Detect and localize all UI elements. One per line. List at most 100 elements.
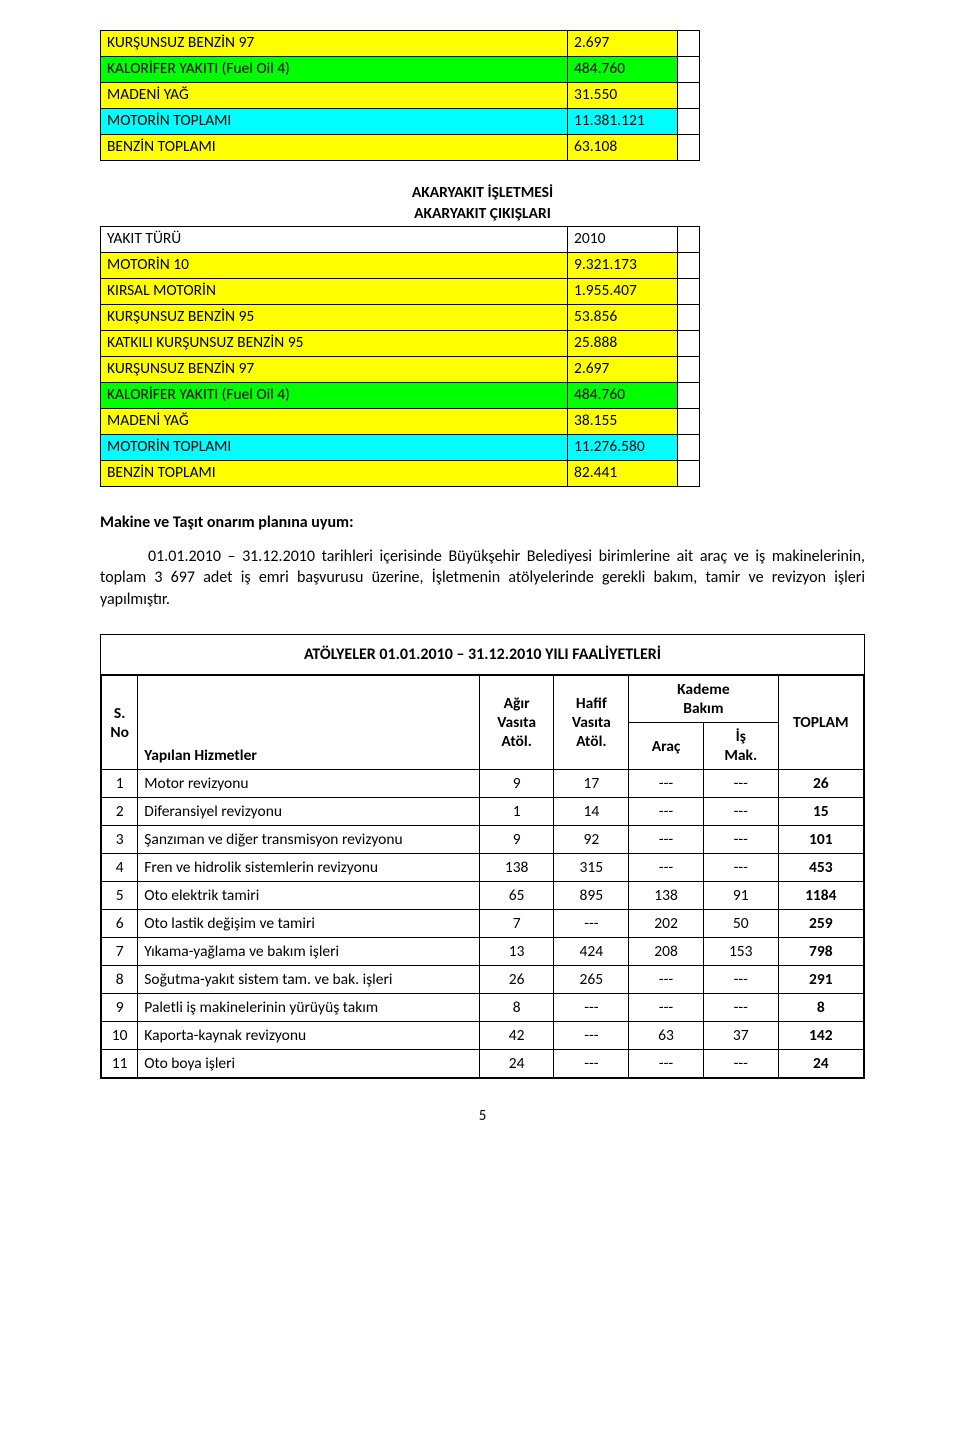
fuel-row: MADENİ YAĞ31.550: [101, 82, 700, 108]
cell-value: 10: [102, 1022, 138, 1050]
fuel-row: BENZİN TOPLAMI63.108: [101, 134, 700, 160]
fuel-value: 53.856: [568, 305, 678, 331]
cell-value: ---: [629, 854, 704, 882]
fuel-value: 9.321.173: [568, 253, 678, 279]
cell-value: 8: [778, 994, 863, 1022]
fuel-spacer: [678, 408, 700, 434]
service-name: Oto elektrik tamiri: [138, 882, 480, 910]
cell-value: 7: [102, 938, 138, 966]
cell-value: ---: [703, 966, 778, 994]
cell-value: 8: [479, 994, 554, 1022]
cell-value: 138: [629, 882, 704, 910]
cell-value: 14: [554, 798, 629, 826]
cell-value: 91: [703, 882, 778, 910]
workshop-row: 7Yıkama-yağlama ve bakım işleri134242081…: [102, 938, 864, 966]
fuel-spacer: [678, 331, 700, 357]
cell-value: 26: [479, 966, 554, 994]
fuel-spacer: [678, 31, 700, 57]
fuel-row: MOTORİN TOPLAMI11.381.121: [101, 108, 700, 134]
cell-value: 259: [778, 910, 863, 938]
fuel-value: 25.888: [568, 331, 678, 357]
col-light: HafifVasıtaAtöl.: [554, 676, 629, 770]
fuel-value: 82.441: [568, 460, 678, 486]
service-name: Paletli iş makinelerinin yürüyüş takım: [138, 994, 480, 1022]
cell-value: 2: [102, 798, 138, 826]
fuel-row: KIRSAL MOTORİN1.955.407: [101, 279, 700, 305]
workshop-row: 2Diferansiyel revizyonu114------15: [102, 798, 864, 826]
fuel-value: 11.381.121: [568, 108, 678, 134]
fuel-spacer: [678, 134, 700, 160]
page-number: 5: [100, 1107, 865, 1125]
cell-value: 153: [703, 938, 778, 966]
fuel-name: KALORİFER YAKITI (Fuel Oil 4): [101, 56, 568, 82]
fuel-value: 2010: [568, 227, 678, 253]
cell-value: ---: [629, 994, 704, 1022]
service-name: Kaporta-kaynak revizyonu: [138, 1022, 480, 1050]
service-name: Yıkama-yağlama ve bakım işleri: [138, 938, 480, 966]
cell-value: 453: [778, 854, 863, 882]
fuel-row: BENZİN TOPLAMI82.441: [101, 460, 700, 486]
fuel-value: 1.955.407: [568, 279, 678, 305]
cell-value: 291: [778, 966, 863, 994]
cell-value: 1: [102, 770, 138, 798]
workshop-table: S.No Yapılan Hizmetler AğırVasıtaAtöl. H…: [101, 675, 864, 1078]
fuel-exits-table-1: KURŞUNSUZ BENZİN 972.697KALORİFER YAKITI…: [100, 30, 700, 161]
col-ismak: İşMak.: [703, 723, 778, 770]
cell-value: ---: [629, 1050, 704, 1078]
cell-value: ---: [703, 798, 778, 826]
fuel-name: BENZİN TOPLAMI: [101, 134, 568, 160]
fuel-value: 2.697: [568, 31, 678, 57]
fuel-row: KURŞUNSUZ BENZİN 9553.856: [101, 305, 700, 331]
fuel-spacer: [678, 305, 700, 331]
cell-value: 4: [102, 854, 138, 882]
cell-value: 42: [479, 1022, 554, 1050]
fuel-name: MADENİ YAĞ: [101, 408, 568, 434]
cell-value: 5: [102, 882, 138, 910]
fuel-name: MOTORİN TOPLAMI: [101, 108, 568, 134]
fuel-value: 63.108: [568, 134, 678, 160]
fuel-row: KURŞUNSUZ BENZİN 972.697: [101, 357, 700, 383]
cell-value: 11: [102, 1050, 138, 1078]
cell-value: 315: [554, 854, 629, 882]
workshop-row: 8Soğutma-yakıt sistem tam. ve bak. işler…: [102, 966, 864, 994]
cell-value: 26: [778, 770, 863, 798]
fuel-spacer: [678, 279, 700, 305]
cell-value: 17: [554, 770, 629, 798]
fuel-name: MOTORİN TOPLAMI: [101, 434, 568, 460]
cell-value: 92: [554, 826, 629, 854]
col-sno: S.No: [102, 676, 138, 770]
col-arac: Araç: [629, 723, 704, 770]
fuel-name: KIRSAL MOTORİN: [101, 279, 568, 305]
fuel-value: 31.550: [568, 82, 678, 108]
fuel-value: 11.276.580: [568, 434, 678, 460]
fuel-name: MOTORİN 10: [101, 253, 568, 279]
fuel-name: KATKILI KURŞUNSUZ BENZİN 95: [101, 331, 568, 357]
cell-value: 63: [629, 1022, 704, 1050]
cell-value: 7: [479, 910, 554, 938]
cell-value: 8: [102, 966, 138, 994]
fuel-row: KATKILI KURŞUNSUZ BENZİN 9525.888: [101, 331, 700, 357]
cell-value: 895: [554, 882, 629, 910]
cell-value: 1: [479, 798, 554, 826]
fuel-spacer: [678, 382, 700, 408]
service-name: Motor revizyonu: [138, 770, 480, 798]
cell-value: ---: [703, 854, 778, 882]
workshop-row: 11Oto boya işleri24---------24: [102, 1050, 864, 1078]
col-heavy: AğırVasıtaAtöl.: [479, 676, 554, 770]
fuel-name: MADENİ YAĞ: [101, 82, 568, 108]
fuel-value: 2.697: [568, 357, 678, 383]
service-name: Oto lastik değişim ve tamiri: [138, 910, 480, 938]
cell-value: 6: [102, 910, 138, 938]
section-title-2: AKARYAKIT ÇIKIŞLARI: [100, 204, 865, 225]
cell-value: 3: [102, 826, 138, 854]
fuel-name: KURŞUNSUZ BENZİN 97: [101, 357, 568, 383]
fuel-value: 38.155: [568, 408, 678, 434]
body-paragraph: 01.01.2010 – 31.12.2010 tarihleri içeris…: [100, 546, 865, 611]
cell-value: 265: [554, 966, 629, 994]
cell-value: 142: [778, 1022, 863, 1050]
cell-value: 202: [629, 910, 704, 938]
workshop-row: 4Fren ve hidrolik sistemlerin revizyonu1…: [102, 854, 864, 882]
cell-value: 1184: [778, 882, 863, 910]
fuel-row: KURŞUNSUZ BENZİN 972.697: [101, 31, 700, 57]
service-name: Diferansiyel revizyonu: [138, 798, 480, 826]
